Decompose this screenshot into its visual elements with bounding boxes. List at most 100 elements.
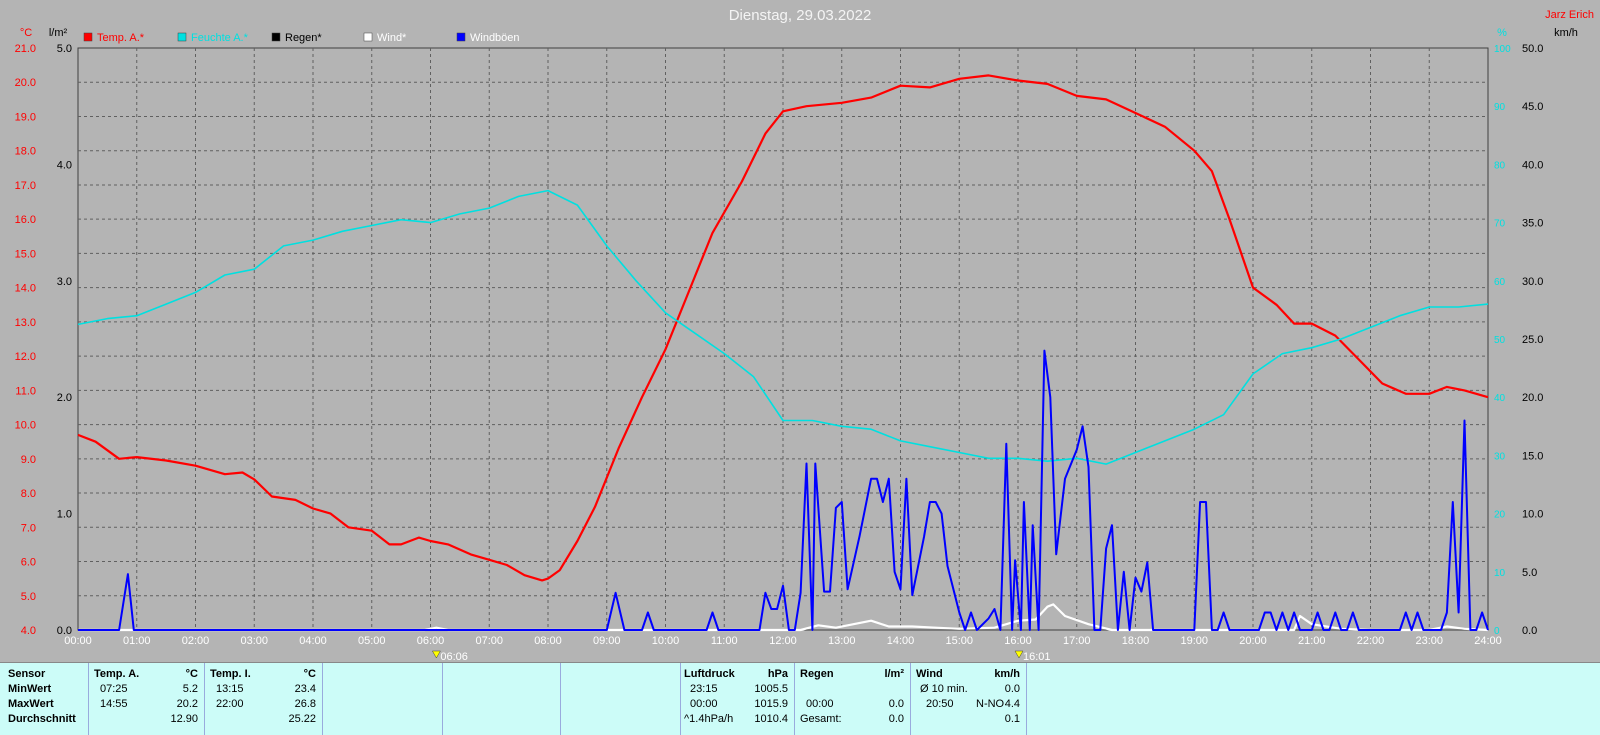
series-temp-a — [77, 74, 1489, 582]
stats-col-temp-a: Temp. A. °C 07:25 5.2 14:55 20.2 12.90 — [88, 663, 205, 735]
humidity-tick-label: 10 — [1494, 568, 1506, 579]
rain-max-time: 00:00 — [806, 698, 834, 710]
wind-tick-label: 35.0 — [1522, 218, 1543, 230]
chart-axes: 00:00 01:00 02:00 03:00 04:00 05:00 06:00 07:00… — [15, 27, 1578, 662]
chart-title: Dienstag, 29.03.2022 — [729, 7, 872, 24]
rain-unit: l/m² — [884, 668, 904, 680]
pressure-unit: hPa — [767, 668, 788, 680]
wind-tick-label: 45.0 — [1522, 101, 1543, 113]
x-tick-label: 12:00 — [769, 635, 797, 647]
rain-tick-label: 1.0 — [57, 509, 72, 521]
temp-tick-label: 17.0 — [15, 180, 36, 192]
stats-col-sensor: Sensor MinWert MaxWert Durchschnitt — [0, 663, 89, 735]
temp-tick-label: 11.0 — [15, 385, 36, 397]
x-tick-label: 10:00 — [652, 635, 680, 647]
temp-tick-label: 21.0 — [15, 43, 36, 55]
stats-col-wind: Wind km/h Ø 10 min. 0.0 20:50 N-NO 4.4 0.1 — [910, 663, 1027, 735]
series-windböen — [78, 349, 1489, 631]
humidity-tick-label: 30 — [1494, 451, 1506, 462]
temp-tick-label: 19.0 — [15, 111, 36, 123]
wind-max-dir: N-NO — [976, 698, 1005, 710]
x-tick-label: 05:00 — [358, 635, 386, 647]
x-tick-label: 19:00 — [1180, 635, 1208, 647]
pressure-header: Luftdruck — [684, 668, 735, 680]
wind-daily-avg: 0.1 — [1004, 713, 1020, 725]
legend-label: Wind* — [377, 32, 407, 44]
temp-tick-label: 18.0 — [15, 146, 36, 158]
x-tick-label: 20:00 — [1239, 635, 1267, 647]
temp-tick-label: 5.0 — [21, 591, 36, 603]
series-feuchte-a — [77, 189, 1489, 465]
temp-tick-label: 10.0 — [15, 420, 36, 432]
stats-col-empty-2 — [442, 663, 561, 735]
humidity-tick-label: 90 — [1494, 102, 1506, 113]
weather-chart: 00:00 01:00 02:00 03:00 04:00 05:00 06:00 07:00… — [15, 7, 1594, 662]
wind-tick-label: 0.0 — [1522, 625, 1537, 637]
rain-total: 0.0 — [888, 713, 904, 725]
sunset-marker — [1014, 650, 1024, 659]
x-tick-label: 03:00 — [240, 635, 268, 647]
stats-col-temp-i: Temp. I. °C 13:15 23.4 22:00 26.8 25.22 — [204, 663, 323, 735]
temp-tick-label: 14.0 — [15, 283, 36, 295]
pressure-min: 1005.5 — [754, 683, 788, 695]
humidity-tick-label: 0 — [1494, 626, 1500, 637]
wind-tick-label: 5.0 — [1522, 567, 1537, 579]
x-tick-label: 00:00 — [64, 635, 92, 647]
x-tick-label: 18:00 — [1122, 635, 1150, 647]
rain-tick-label: 2.0 — [57, 392, 72, 404]
temp-a-min: 5.2 — [182, 683, 198, 695]
x-tick-label: 13:00 — [828, 635, 856, 647]
pressure-max: 1015.9 — [754, 698, 788, 710]
humidity-tick-label: 70 — [1494, 219, 1506, 230]
wind-header: Wind — [916, 668, 943, 680]
temp-a-header: Temp. A. — [94, 668, 140, 680]
legend-swatch — [83, 32, 93, 42]
temp-i-min: 23.4 — [294, 683, 316, 695]
legend-swatch — [271, 32, 281, 42]
temp-tick-label: 9.0 — [21, 454, 36, 466]
wind-avg-label: Ø 10 min. — [920, 683, 968, 695]
rain-max: 0.0 — [888, 698, 904, 710]
legend-swatch — [363, 32, 373, 42]
stats-col-empty-1 — [322, 663, 443, 735]
humidity-tick-label: 80 — [1494, 160, 1506, 171]
temp-a-max: 20.2 — [176, 698, 198, 710]
temp-tick-label: 4.0 — [21, 625, 36, 637]
temp-tick-label: 20.0 — [15, 77, 36, 89]
x-tick-label: 16:00 — [1004, 635, 1032, 647]
stats-panel: Sensor MinWert MaxWert Durchschnitt Temp… — [0, 662, 1600, 735]
stats-col-pressure: Luftdruck hPa 23:15 1005.5 00:00 1015.9 ^1.… — [680, 663, 795, 735]
minwert-label: MinWert — [8, 683, 52, 695]
wind-tick-label: 40.0 — [1522, 159, 1543, 171]
temp-tick-label: 7.0 — [21, 522, 36, 534]
temp-tick-label: 6.0 — [21, 557, 36, 569]
wind-tick-label: 10.0 — [1522, 509, 1543, 521]
stats-col-rain: Regen l/m² 00:00 0.0 Gesamt: 0.0 — [794, 663, 911, 735]
legend-label: Feuchte A.* — [191, 32, 249, 44]
x-tick-label: 04:00 — [299, 635, 327, 647]
pressure-trend: ^1.4hPa/h — [684, 713, 734, 725]
wind-avg: 0.0 — [1004, 683, 1020, 695]
x-tick-label: 17:00 — [1063, 635, 1091, 647]
humidity-tick-label: 20 — [1494, 510, 1506, 521]
wind-tick-label: 50.0 — [1522, 43, 1543, 55]
sunrise-marker — [431, 650, 441, 659]
chart-grid — [77, 47, 1489, 631]
x-tick-label: 08:00 — [534, 635, 562, 647]
temp-tick-label: 8.0 — [21, 488, 36, 500]
temp-a-min-time: 07:25 — [100, 683, 128, 695]
temp-unit-label: °C — [20, 27, 32, 39]
rain-unit-label: l/m² — [49, 27, 68, 39]
wind-tick-label: 20.0 — [1522, 392, 1543, 404]
x-tick-label: 22:00 — [1357, 635, 1385, 647]
temp-i-max: 26.8 — [294, 698, 316, 710]
x-tick-label: 24:00 — [1474, 635, 1502, 647]
rain-tick-label: 0.0 — [57, 625, 72, 637]
pressure-min-time: 23:15 — [690, 683, 718, 695]
wind-tick-label: 15.0 — [1522, 450, 1543, 462]
stats-col-empty-3 — [560, 663, 681, 735]
x-tick-label: 02:00 — [182, 635, 210, 647]
x-tick-label: 14:00 — [887, 635, 915, 647]
temp-a-max-time: 14:55 — [100, 698, 128, 710]
temp-tick-label: 16.0 — [15, 214, 36, 226]
